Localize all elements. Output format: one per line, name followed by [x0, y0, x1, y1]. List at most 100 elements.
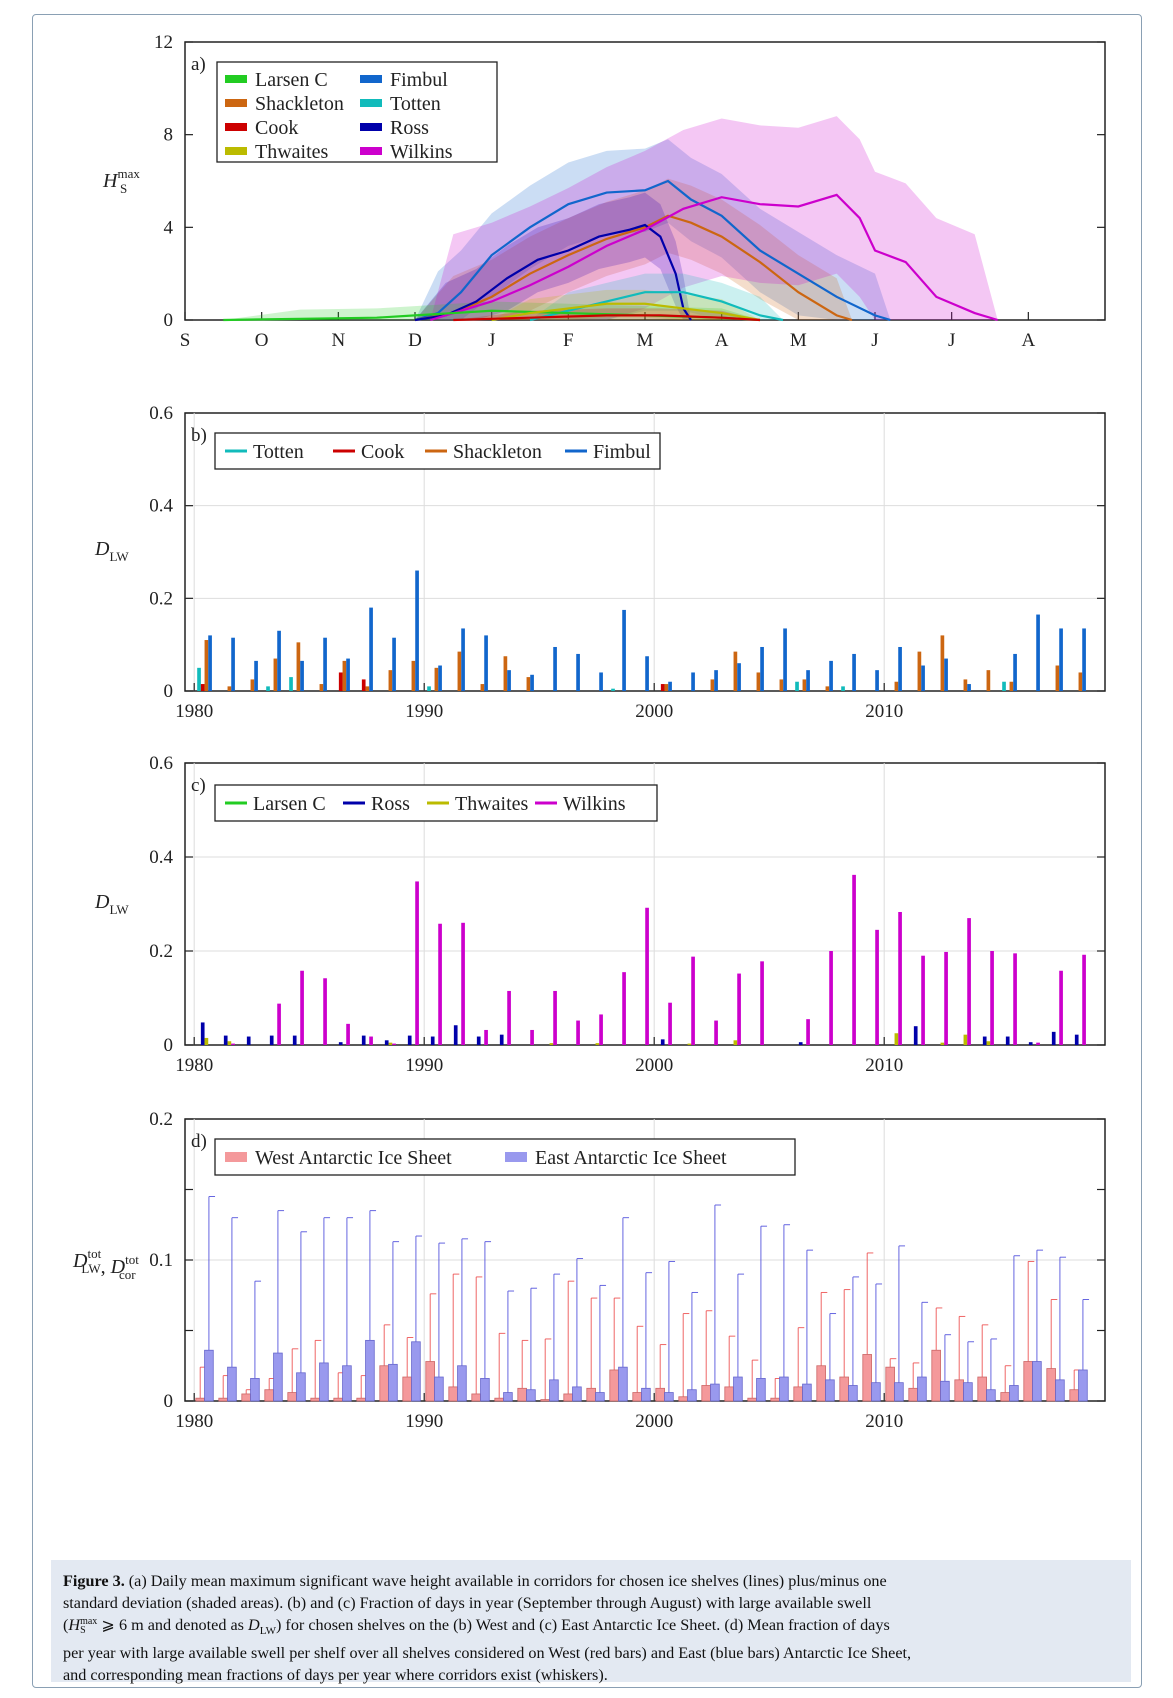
- panel-b-bar-shackleton: [503, 656, 508, 691]
- panel-a-band-wilkins: [430, 116, 998, 320]
- caption-d-sym: D: [248, 1616, 260, 1634]
- panel-c-bar-wilkins: [231, 1043, 235, 1045]
- panel-d-xtick-label-0: 1980: [175, 1411, 213, 1432]
- panel-c-bar-ross: [292, 1035, 297, 1045]
- panel-b-bar-fimbul: [829, 660, 833, 691]
- panel-c-bar-ross: [430, 1036, 435, 1045]
- panel-b-bar-shackleton: [940, 635, 945, 691]
- panel-a-line-wilkins: [430, 193, 998, 322]
- panel-d-bar-west-antarctic-ice-sheet: [701, 1385, 711, 1402]
- panel-b-bar-cook: [200, 684, 205, 691]
- panel-d-bar-west-antarctic-ice-sheet: [908, 1387, 918, 1402]
- panel-b-bar-fimbul: [645, 656, 649, 691]
- panel-b-bar-shackleton: [963, 679, 968, 691]
- panel-c-bar-wilkins: [277, 1003, 281, 1045]
- panel-d-bar-east-antarctic-ice-sheet: [572, 1386, 582, 1402]
- panel-a-xtick-label-1: O: [255, 330, 269, 351]
- panel-c-bar-thwaites: [986, 1041, 991, 1045]
- panel-b-bar-shackleton: [434, 667, 439, 691]
- panel-c-bar-wilkins: [576, 1020, 580, 1045]
- caption-line3-pre: (: [63, 1616, 69, 1634]
- panel-a-xtick-label-8: M: [790, 330, 807, 351]
- panel-c-xtick-label-2: 2000: [635, 1055, 673, 1076]
- panel-b-label: b): [191, 425, 207, 446]
- panel-b-xtick-label-0: 1980: [175, 701, 213, 722]
- panel-d-bar-east-antarctic-ice-sheet: [664, 1392, 674, 1402]
- panel-d-legend-entry-1: East Antarctic Ice Sheet: [535, 1147, 727, 1169]
- panel-c-bar-ross: [476, 1036, 481, 1045]
- panel-d-bar-east-antarctic-ice-sheet: [940, 1380, 950, 1402]
- caption-h-sym: H: [68, 1616, 81, 1634]
- panel-b-xtick-label-3: 2010: [865, 701, 903, 722]
- panel-b-bar-fimbul: [231, 637, 235, 691]
- panel-d-bar-west-antarctic-ice-sheet: [563, 1393, 573, 1402]
- panel-a-legend-entry-7: Wilkins: [390, 141, 453, 163]
- panel-d-bar-east-antarctic-ice-sheet: [986, 1389, 996, 1402]
- panel-c-legend-entry-1: Ross: [371, 793, 410, 815]
- panel-d-bar-east-antarctic-ice-sheet: [204, 1349, 214, 1402]
- panel-b-bar-totten: [841, 686, 845, 691]
- panel-b-bar-shackleton: [526, 677, 531, 691]
- panel-b-bar-fimbul: [944, 658, 948, 691]
- panel-a-band-shackleton: [415, 178, 852, 320]
- panel-b-bar-shackleton: [986, 670, 991, 691]
- panel-d-bar-west-antarctic-ice-sheet: [839, 1376, 849, 1402]
- panel-c-bar-wilkins: [323, 978, 327, 1045]
- panel-c-bar-ross: [499, 1034, 504, 1045]
- panel-c-ylabel: DLW: [94, 891, 129, 917]
- panel-d-bar-west-antarctic-ice-sheet: [793, 1386, 803, 1402]
- panel-d-bar-east-antarctic-ice-sheet: [848, 1385, 858, 1402]
- panel-b-bar-shackleton: [894, 681, 899, 691]
- panel-d-bar-east-antarctic-ice-sheet: [779, 1376, 789, 1402]
- panel-b-bar-totten: [427, 686, 431, 691]
- panel-a-xtick-label-6: M: [637, 330, 654, 351]
- panel-d-bar-east-antarctic-ice-sheet: [618, 1366, 628, 1402]
- panel-b-bars: [197, 570, 1086, 691]
- panel-d-bar-east-antarctic-ice-sheet: [1009, 1385, 1019, 1402]
- panel-a-legend-entry-5: Totten: [390, 93, 441, 115]
- panel-b-bar-fimbul: [484, 635, 488, 691]
- panel-c-bar-wilkins: [806, 1019, 810, 1045]
- panel-d-bar-west-antarctic-ice-sheet: [931, 1349, 941, 1402]
- panel-a-xtick-label-0: S: [180, 330, 191, 351]
- panel-d-bar-west-antarctic-ice-sheet: [1023, 1361, 1033, 1402]
- panel-c-bar-thwaites: [227, 1041, 232, 1045]
- panel-a-line-shackleton: [414, 214, 853, 322]
- panel-b-bar-fimbul: [806, 670, 810, 691]
- panel-b-bar-fimbul: [208, 635, 212, 691]
- panel-c-bar-thwaites: [388, 1042, 393, 1045]
- panel-b-bar-fimbul: [622, 609, 626, 691]
- panel-b-bar-fimbul: [898, 646, 902, 691]
- panel-b-xtick-label-2: 2000: [635, 701, 673, 722]
- panel-c-bar-ross: [660, 1039, 665, 1045]
- panel-a-ytick-0-label: 0: [164, 310, 174, 331]
- panel-d-bar-east-antarctic-ice-sheet: [963, 1382, 973, 1402]
- panel-c-bar-wilkins: [438, 923, 442, 1045]
- panel-b-bar-shackleton: [250, 679, 255, 691]
- panel-a-line-fimbul: [414, 179, 891, 322]
- panel-d-bar-west-antarctic-ice-sheet: [977, 1376, 987, 1402]
- panel-b-bar-fimbul: [691, 672, 695, 691]
- panel-d-bar-east-antarctic-ice-sheet: [273, 1352, 283, 1402]
- panel-b-bar-fimbul: [415, 570, 419, 691]
- caption-d-sub: LW: [259, 1625, 276, 1638]
- panel-a-band-totten: [530, 273, 783, 320]
- panel-d-bar-east-antarctic-ice-sheet: [687, 1389, 697, 1402]
- panel-a-xtick-label-10: J: [948, 330, 955, 351]
- panel-c-bar-wilkins: [921, 955, 925, 1045]
- panel-c-bar-thwaites: [549, 1043, 554, 1045]
- panel-d-bar-west-antarctic-ice-sheet: [379, 1365, 389, 1402]
- panel-d-bar-east-antarctic-ice-sheet: [710, 1383, 720, 1402]
- panel-d-bar-east-antarctic-ice-sheet: [825, 1379, 835, 1402]
- panel-c-xtick-label-1: 1990: [405, 1055, 443, 1076]
- panel-d-bar-west-antarctic-ice-sheet: [218, 1397, 228, 1402]
- panel-b-bar-shackleton: [411, 660, 416, 691]
- panel-b-bar-cook: [361, 679, 366, 691]
- panel-c-bar-wilkins: [990, 951, 994, 1045]
- panel-c-bar-wilkins: [1036, 1042, 1040, 1045]
- panel-a-legend-entry-0: Larsen C: [255, 69, 328, 91]
- panel-c-xtick-label-3: 2010: [865, 1055, 903, 1076]
- panel-d-bar-west-antarctic-ice-sheet: [586, 1387, 596, 1402]
- panel-b-ytick-2-label: 0.4: [149, 496, 173, 517]
